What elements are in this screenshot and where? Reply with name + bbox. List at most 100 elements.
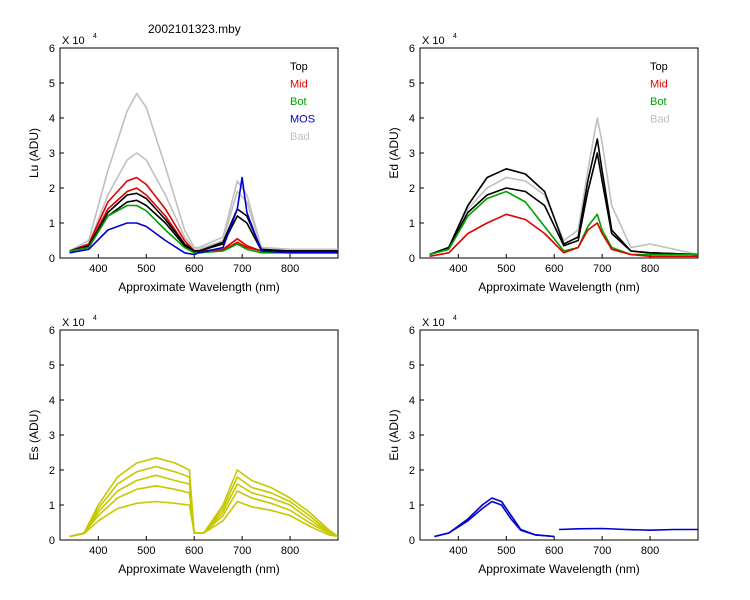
y-axis-label: Lu (ADU) [27,128,41,178]
y-tick-label: 3 [49,430,55,442]
x-tick-label: 600 [185,545,203,557]
panel-lu: 0 1 2 3 4 5 6 400 500 600 700 800 X 10 4 Approximate W… [27,33,339,294]
series-line-es [69,456,338,538]
y-tick-label: 0 [409,535,415,547]
x-axis-label: Approximate Wavelength (nm) [118,562,280,576]
y-tick-label: 1 [49,500,55,512]
y-axis-label: Eu (ADU) [387,409,401,460]
x-tick-label: 800 [641,545,659,557]
legend-entry-top: Top [290,61,308,73]
x-tick-label: 600 [545,545,563,557]
series-line-bad [429,117,698,256]
x-tick-label: 700 [233,545,251,557]
series-line-top [429,152,698,256]
series-line-es [69,500,338,538]
series-group [434,497,698,538]
series-line-eu [558,527,698,532]
x-tick-label: 600 [545,263,563,275]
series-line-mid [429,213,698,258]
y-tick-label: 2 [409,465,415,477]
panel-ed: 0 1 2 3 4 5 6 400 500 600 700 800 X 10 4 Approximate W… [387,33,699,294]
y-multiplier-exponent: 4 [453,33,457,40]
x-tick-label: 400 [449,545,467,557]
y-tick-label: 6 [49,325,55,337]
y-tick-label: 3 [49,148,55,160]
legend-entry-bot: Bot [290,96,307,108]
panel-es: 0 1 2 3 4 5 6 400 500 600 700 800 X 10 4 Approximate W… [27,315,339,576]
x-tick-label: 800 [641,263,659,275]
y-multiplier: X 10 [62,317,85,329]
plot-frame [419,329,699,541]
series-line-mos [69,176,338,256]
y-axis-label: Ed (ADU) [387,127,401,178]
y-tick-label: 4 [409,113,415,125]
x-tick-label: 400 [89,263,107,275]
series-line-mid [69,187,338,252]
y-multiplier-exponent: 4 [93,315,97,322]
x-tick-label: 700 [593,545,611,557]
panel-eu: 0 1 2 3 4 5 6 400 500 600 700 800 X 10 4 Approximate W… [387,315,699,576]
x-tick-label: 600 [185,263,203,275]
y-tick-label: 2 [49,183,55,195]
series-group [429,117,698,258]
series-line-bot [69,204,338,254]
x-tick-label: 800 [281,545,299,557]
y-multiplier-exponent: 4 [453,315,457,322]
y-tick-label: 0 [409,253,415,265]
y-tick-label: 5 [49,360,55,372]
y-tick-label: 6 [49,43,55,55]
series-line-es [69,465,338,538]
y-tick-label: 5 [409,360,415,372]
y-tick-label: 6 [409,325,415,337]
y-tick-label: 1 [409,500,415,512]
series-line-top [429,138,698,256]
x-tick-label: 700 [593,263,611,275]
x-axis-label: Approximate Wavelength (nm) [478,562,640,576]
y-tick-label: 0 [49,535,55,547]
legend-entry-top: Top [650,61,668,73]
y-tick-label: 0 [49,253,55,265]
series-group [69,92,338,256]
legend-entry-mos: MOS [290,114,315,126]
y-tick-label: 3 [409,430,415,442]
x-tick-label: 800 [281,263,299,275]
series-line-mid [69,176,338,252]
y-multiplier: X 10 [422,317,445,329]
legend-entry-mid: Mid [650,79,668,91]
y-tick-label: 5 [49,78,55,90]
y-tick-label: 4 [49,113,55,125]
x-tick-label: 500 [497,263,515,275]
y-tick-label: 2 [49,465,55,477]
series-line-top [69,192,338,252]
y-multiplier: X 10 [422,35,445,47]
x-tick-label: 500 [137,263,155,275]
series-line-bad [69,152,338,252]
y-tick-label: 5 [409,78,415,90]
y-tick-label: 6 [409,43,415,55]
x-tick-label: 500 [137,545,155,557]
y-tick-label: 4 [409,395,415,407]
x-tick-label: 400 [89,545,107,557]
series-line-top [69,199,338,252]
y-tick-label: 3 [409,148,415,160]
series-group [69,456,338,538]
series-line-bad [69,92,338,252]
legend-entry-bad: Bad [650,114,670,126]
y-tick-label: 1 [409,218,415,230]
series-line-eu [434,500,555,538]
legend-entry-mid: Mid [290,79,308,91]
y-axis-label: Es (ADU) [27,410,41,461]
y-multiplier-exponent: 4 [93,33,97,40]
legend-entry-bot: Bot [650,96,667,108]
x-tick-label: 500 [497,545,515,557]
x-axis-label: Approximate Wavelength (nm) [478,280,640,294]
y-tick-label: 1 [49,218,55,230]
legend-entry-bad: Bad [290,131,310,143]
x-tick-label: 700 [233,263,251,275]
y-tick-label: 2 [409,183,415,195]
x-axis-label: Approximate Wavelength (nm) [118,280,280,294]
y-multiplier: X 10 [62,35,85,47]
figure-title: 2002101323.mby [148,22,241,36]
x-tick-label: 400 [449,263,467,275]
